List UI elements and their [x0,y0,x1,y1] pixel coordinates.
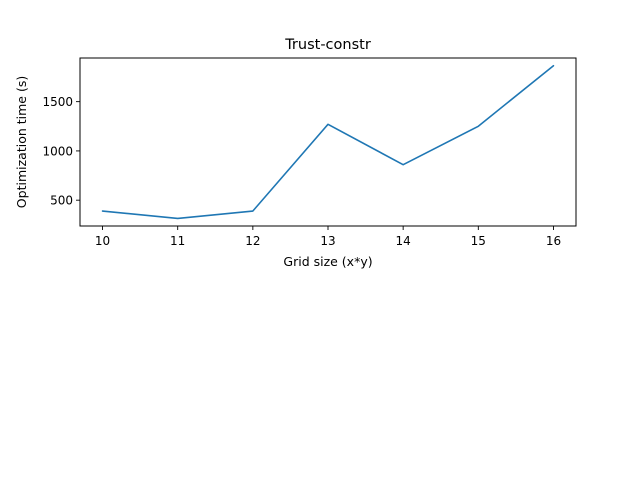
x-tick-label: 11 [170,234,185,248]
y-tick-label: 1500 [42,95,73,109]
x-tick-label: 16 [546,234,561,248]
x-tick-label: 13 [320,234,335,248]
x-axis: 10 11 12 13 14 15 16 [95,226,561,248]
y-tick-label: 1000 [42,144,73,158]
series-layer [101,64,555,220]
series-line [101,64,555,220]
x-tick-label: 12 [245,234,260,248]
y-tick-label: 500 [50,194,73,208]
x-axis-label: Grid size (x*y) [283,254,372,269]
chart-title: Trust-constr [284,37,371,53]
plot-area: 10 11 12 13 14 15 16 500 1000 1500 [42,57,577,248]
axes-frame [79,57,577,227]
y-axis-label: Optimization time (s) [14,76,29,208]
y-axis: 500 1000 1500 [42,95,80,208]
x-tick-label: 15 [471,234,486,248]
x-tick-label: 10 [95,234,110,248]
x-tick-label: 14 [396,234,411,248]
